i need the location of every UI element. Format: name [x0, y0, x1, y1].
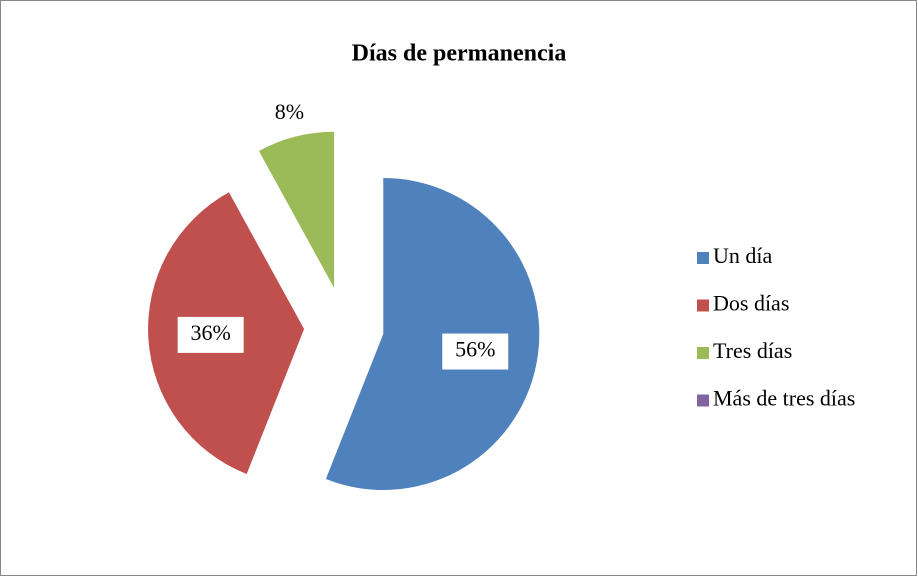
data-label: 8%	[275, 99, 304, 124]
pie-slice	[258, 131, 335, 288]
pie-slice	[325, 177, 540, 490]
data-label: 56%	[455, 337, 495, 362]
data-label: 36%	[190, 320, 230, 345]
legend-label: Más de tres días	[713, 386, 855, 411]
legend-label: Tres días	[713, 338, 792, 363]
legend-label: Un día	[713, 243, 773, 268]
data-label-box	[177, 316, 244, 353]
data-label-box	[442, 333, 509, 370]
legend-label: Dos días	[713, 291, 789, 316]
legend-swatch	[697, 252, 709, 264]
legend-swatch	[697, 394, 709, 407]
chart-title: Días de permanencia	[352, 41, 567, 67]
legend-swatch	[697, 347, 709, 359]
legend-swatch	[697, 299, 709, 312]
